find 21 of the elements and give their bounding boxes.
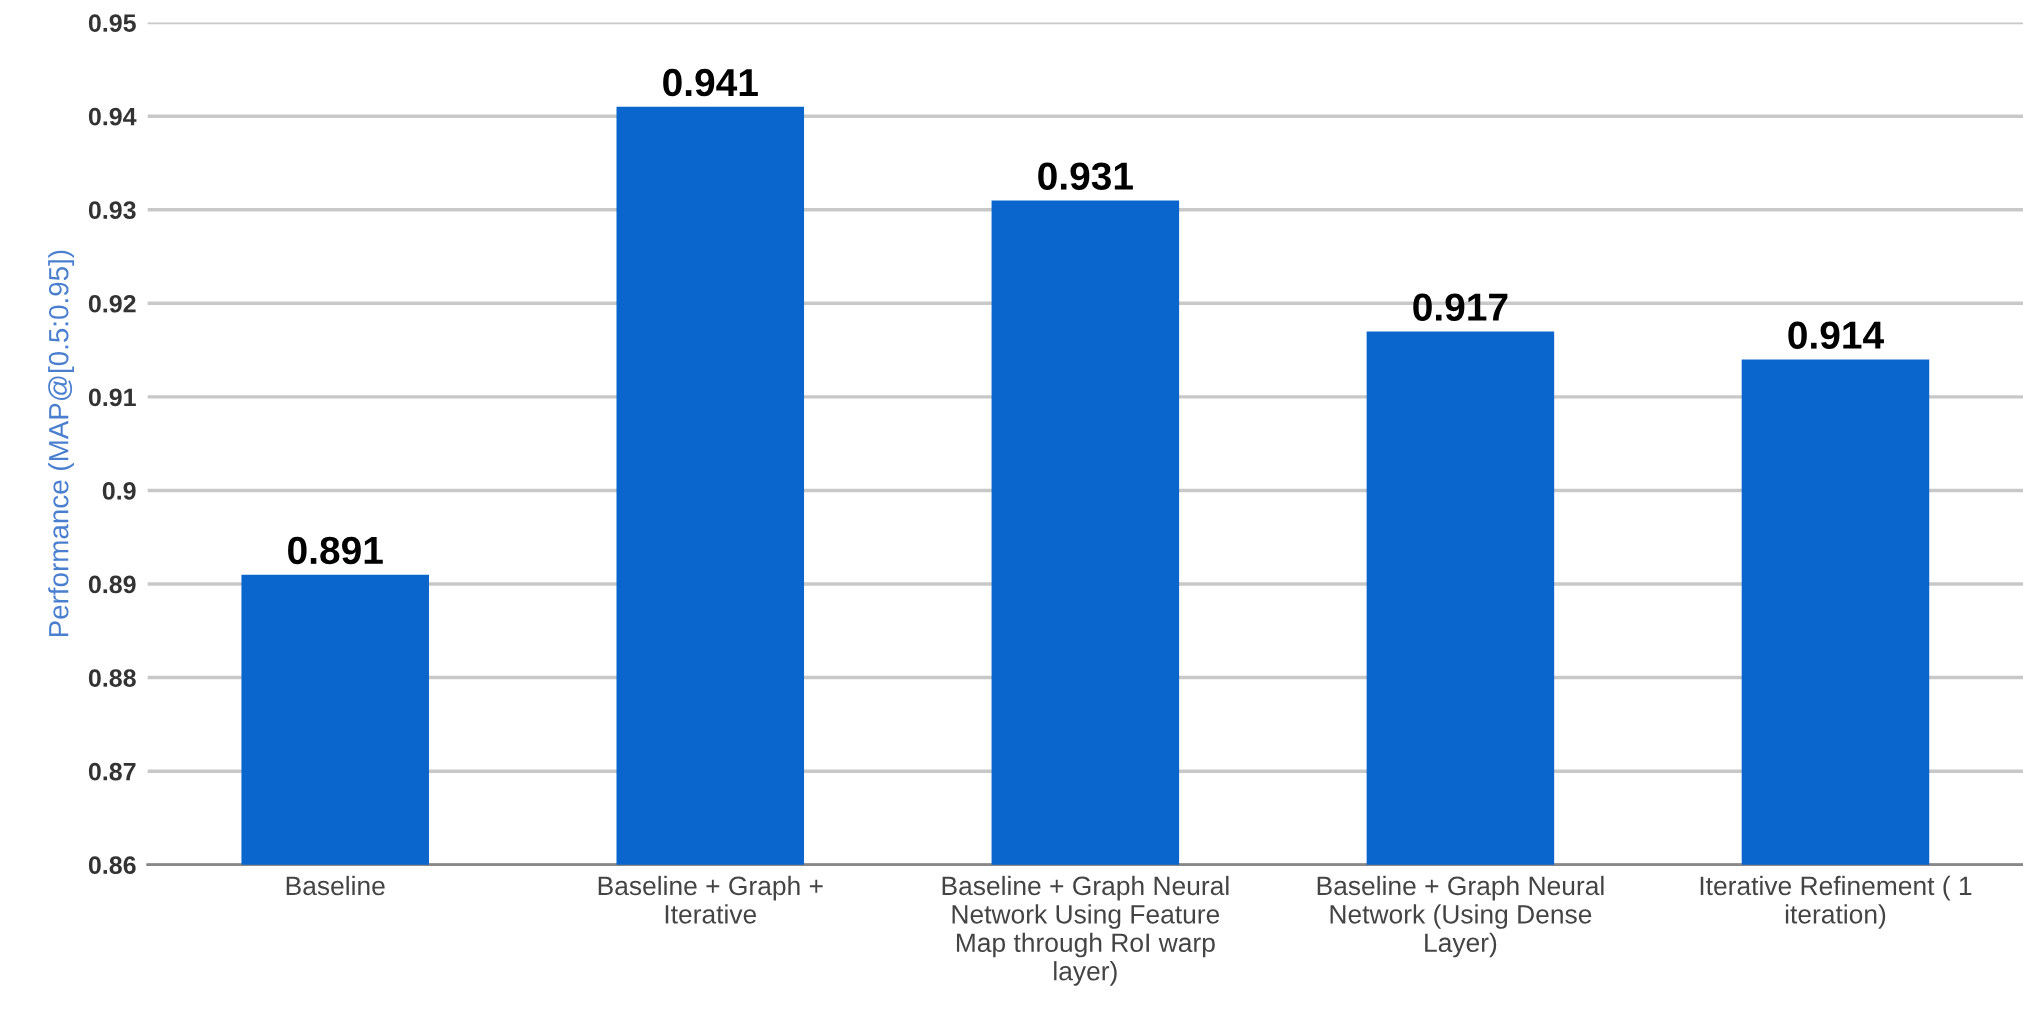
y-axis-title: Performance (MAP@[0.5:0.95]) (48, 250, 75, 637)
data-label: 0.891 (288, 536, 383, 565)
y-tick-label: 0.86 (88, 856, 136, 875)
data-label: 0.917 (1413, 293, 1508, 321)
y-tick-label: 0.87 (88, 762, 136, 781)
y-tick-label: 0.89 (88, 575, 136, 594)
y-tick-label: 0.88 (88, 669, 136, 687)
x-tick-label: Baseline (286, 875, 385, 896)
data-label: 0.914 (1788, 321, 1884, 349)
y-tick-label: 0.91 (88, 388, 136, 407)
data-label: 0.931 (1038, 162, 1133, 190)
y-tick-label: 0.95 (88, 14, 136, 32)
x-tick-label: Baseline + Graph Neural Network (Using Dense Layer) (1317, 875, 1604, 958)
x-tick-label: Iterative Refinement ( 1 iteration) (1700, 875, 1972, 929)
y-tick-label: 0.92 (88, 294, 136, 313)
y-tick-label: 0.93 (88, 201, 136, 220)
data-label: 0.941 (663, 68, 758, 97)
y-tick-label: 0.9 (102, 482, 136, 500)
y-tick-label: 0.94 (88, 107, 137, 126)
x-tick-label: Baseline + Graph + Iterative (598, 875, 823, 924)
x-tick-label: Baseline + Graph Neural Network Using Feature Map through RoI warp layer) (942, 875, 1229, 986)
